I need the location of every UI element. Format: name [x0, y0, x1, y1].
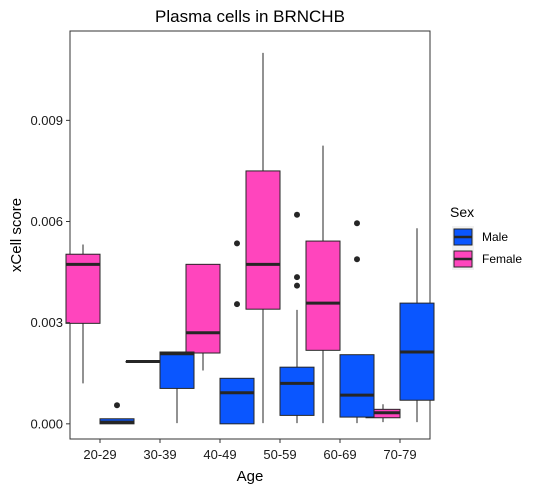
outlier-point [234, 301, 240, 308]
y-axis-ticks: 0.000 0.003 0.006 0.009 [30, 113, 70, 431]
outlier-point [354, 220, 360, 227]
female-box-50-59 [245, 52, 281, 424]
y-tick-label: 0.000 [30, 416, 63, 431]
y-tick-label: 0.006 [30, 214, 63, 229]
male-box-40-49 [219, 240, 255, 425]
iqr-box [159, 351, 195, 389]
iqr-box [279, 366, 315, 416]
female-box-40-49 [185, 263, 221, 371]
outlier-point [294, 211, 300, 218]
legend-label: Male [482, 230, 508, 244]
iqr-box [185, 263, 221, 354]
x-axis-title: Age [237, 468, 264, 485]
legend: Sex Male Female [450, 204, 522, 270]
male-box-50-59 [279, 211, 315, 424]
legend-item-male: Male [452, 226, 508, 248]
chart-title: Plasma cells in BRNCHB [155, 7, 345, 26]
x-tick-label: 30-39 [143, 447, 176, 462]
male-box-20-29 [99, 402, 135, 425]
female-box-60-69 [305, 145, 341, 424]
male-box-70-79 [399, 228, 435, 423]
x-tick-label: 70-79 [383, 447, 416, 462]
y-axis-title: xCell score [8, 198, 25, 272]
x-tick-label: 60-69 [323, 447, 356, 462]
legend-item-female: Female [452, 248, 522, 270]
legend-label: Female [482, 252, 522, 266]
x-tick-label: 40-49 [203, 447, 236, 462]
x-tick-label: 50-59 [263, 447, 296, 462]
x-axis-ticks: 20-29 30-39 40-49 50-59 60-69 70-79 [83, 439, 417, 462]
male-box-30-39 [159, 351, 195, 424]
y-tick-label: 0.003 [30, 315, 63, 330]
plot-layer [65, 52, 435, 425]
outlier-point [294, 274, 300, 281]
female-box-20-29 [65, 244, 101, 384]
outlier-point [234, 240, 240, 247]
y-tick-label: 0.009 [30, 113, 63, 128]
legend-title: Sex [450, 204, 474, 220]
iqr-box [245, 170, 281, 310]
iqr-box [339, 354, 375, 418]
outlier-point [294, 282, 300, 289]
iqr-box [219, 377, 255, 425]
x-tick-label: 20-29 [83, 447, 116, 462]
outlier-point [114, 402, 120, 409]
iqr-box [305, 240, 341, 351]
male-box-60-69 [339, 220, 375, 424]
female-box-30-39 [125, 359, 161, 363]
outlier-point [354, 256, 360, 263]
